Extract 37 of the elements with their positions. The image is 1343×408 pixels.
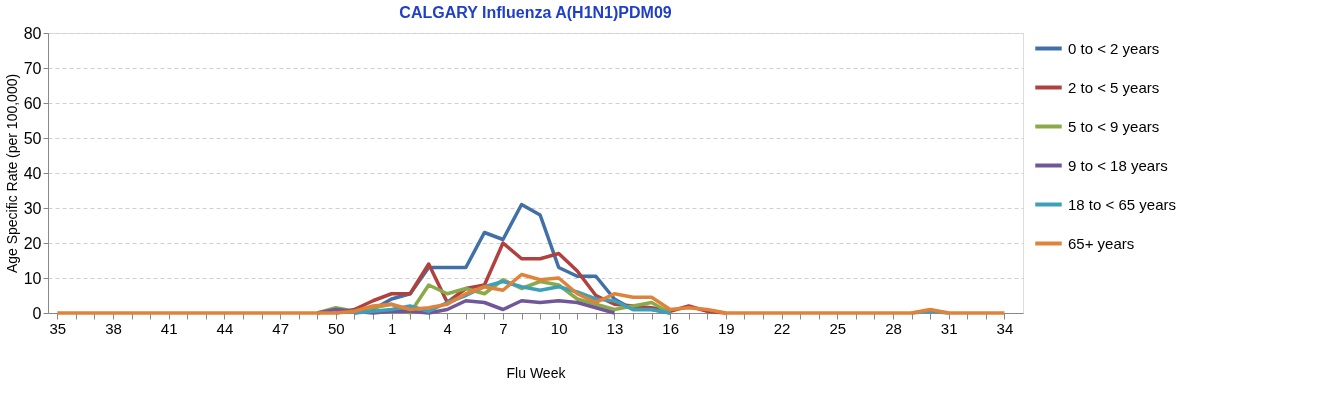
x-tick-label: 50 bbox=[328, 319, 345, 337]
y-tick-label: 40 bbox=[23, 164, 42, 182]
y-tick-label: 20 bbox=[23, 234, 42, 252]
x-tick-label: 22 bbox=[773, 319, 791, 337]
y-tick-label: 50 bbox=[23, 129, 42, 147]
x-tick-label: 28 bbox=[885, 319, 902, 337]
y-tick-label: 0 bbox=[32, 304, 42, 322]
legend-label: 0 to < 2 years bbox=[1068, 39, 1160, 57]
chart-title: CALGARY Influenza A(H1N1)PDM09 bbox=[399, 4, 672, 21]
x-tick-label: 10 bbox=[550, 319, 568, 337]
legend-label: 9 to < 18 years bbox=[1068, 156, 1168, 174]
x-tick-label: 35 bbox=[49, 319, 67, 337]
x-tick-label: 7 bbox=[499, 319, 508, 337]
line-series bbox=[55, 272, 1007, 315]
x-tick-label: 31 bbox=[940, 319, 958, 337]
x-tick-label: 16 bbox=[662, 319, 679, 337]
x-tick-label: 19 bbox=[718, 319, 735, 337]
y-tick-label: 80 bbox=[23, 24, 42, 42]
x-tick-label: 38 bbox=[105, 319, 122, 337]
x-axis-title: Flu Week bbox=[506, 364, 567, 381]
x-tick-label: 41 bbox=[160, 319, 178, 337]
x-tick-label: 47 bbox=[272, 319, 289, 337]
x-tick-label: 25 bbox=[829, 319, 847, 337]
legend-label: 5 to < 9 years bbox=[1068, 117, 1160, 135]
x-tick-label: 34 bbox=[996, 319, 1014, 337]
y-tick-label: 30 bbox=[23, 199, 42, 217]
y-tick-label: 70 bbox=[23, 59, 42, 77]
legend-label: 65+ years bbox=[1068, 234, 1135, 252]
x-tick-label: 1 bbox=[387, 319, 397, 337]
x-tick-label: 4 bbox=[443, 319, 452, 337]
legend-label: 18 to < 65 years bbox=[1068, 195, 1176, 213]
y-tick-label: 10 bbox=[23, 269, 42, 287]
x-tick-label: 44 bbox=[216, 319, 234, 337]
x-tick-label: 13 bbox=[606, 319, 624, 337]
y-axis-title: Age Specific Rate (per 100,000) bbox=[3, 73, 20, 274]
y-tick-label: 60 bbox=[23, 94, 42, 112]
legend-label: 2 to < 5 years bbox=[1068, 78, 1160, 96]
